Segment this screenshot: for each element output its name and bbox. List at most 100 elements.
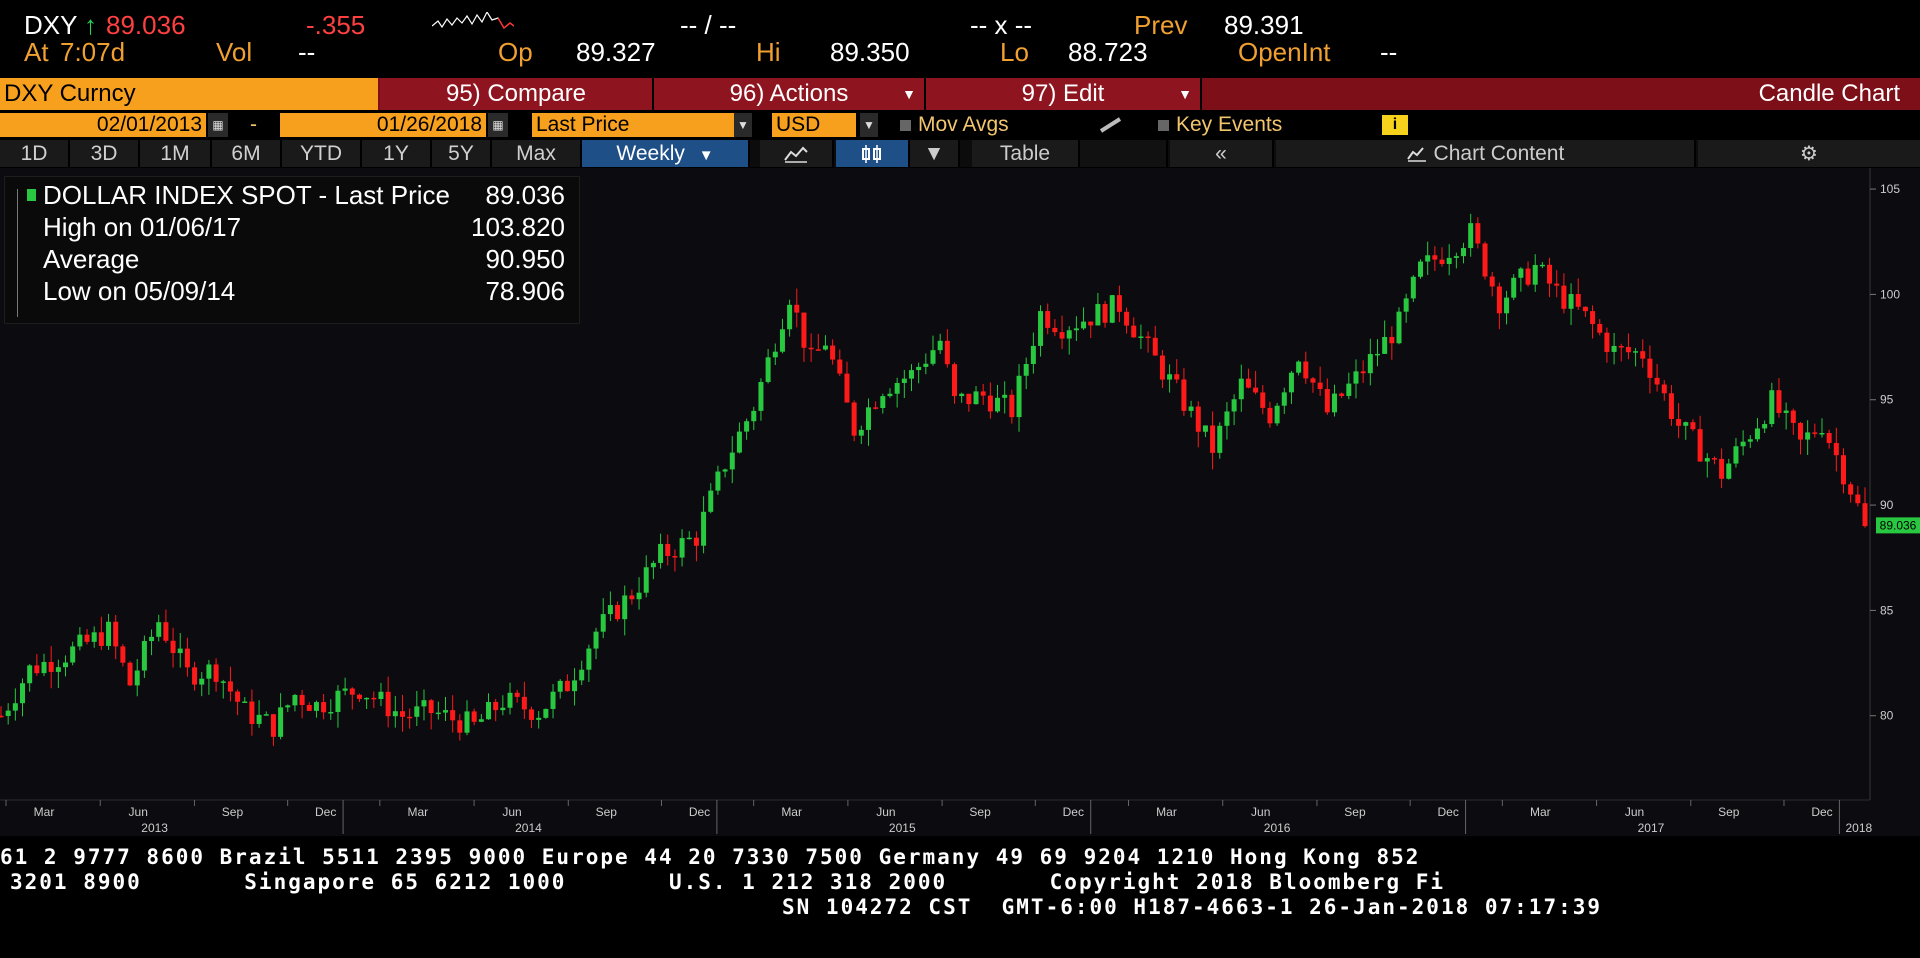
candle xyxy=(1754,418,1760,442)
mov-avgs-checkbox[interactable] xyxy=(900,119,911,131)
candle xyxy=(708,483,714,514)
candle xyxy=(235,689,241,716)
info-icon[interactable]: i xyxy=(1382,115,1408,135)
period-6m[interactable]: 6M xyxy=(212,140,282,167)
candle xyxy=(1202,425,1208,438)
period-3d[interactable]: 3D xyxy=(70,140,140,167)
end-date-input[interactable]: 01/26/2018 xyxy=(280,113,486,137)
settings-button[interactable]: ⚙ xyxy=(1698,140,1920,167)
chart-type-dropdown-icon[interactable]: ▼ xyxy=(910,140,960,167)
start-calendar-icon[interactable]: ▦ xyxy=(208,113,228,137)
candle xyxy=(299,689,305,719)
candle xyxy=(5,703,11,725)
candle xyxy=(27,664,33,692)
pencil-icon[interactable] xyxy=(1098,116,1124,134)
x-year-label: 2015 xyxy=(889,821,916,835)
candle xyxy=(1396,307,1402,345)
mov-avgs-toggle[interactable]: Mov Avgs xyxy=(900,112,1009,138)
last-price: 89.036 xyxy=(106,10,186,40)
candle xyxy=(242,697,248,704)
candle xyxy=(686,531,692,540)
footer-line-3: SN 104272 CST GMT-6:00 H187-4663-1 26-Ja… xyxy=(782,895,1603,919)
legend-high: High on 01/06/17 103.820 xyxy=(43,212,565,242)
edit-menu[interactable]: 97) Edit ▼ xyxy=(926,78,1202,110)
candle xyxy=(1045,303,1051,335)
candle xyxy=(1346,372,1352,400)
x-month-tick: Jun xyxy=(99,800,148,819)
period-ytd[interactable]: YTD xyxy=(282,140,362,167)
x-month-tick: Sep xyxy=(567,800,617,819)
candle xyxy=(91,626,97,648)
candle xyxy=(593,627,599,660)
candle xyxy=(514,689,520,703)
candle xyxy=(170,627,176,668)
candle xyxy=(1518,267,1524,292)
svg-text:85: 85 xyxy=(1880,603,1894,617)
candle xyxy=(0,706,4,718)
line-chart-icon xyxy=(784,146,808,164)
period-1y[interactable]: 1Y xyxy=(362,140,432,167)
candle xyxy=(156,614,162,642)
candle xyxy=(1174,359,1180,384)
candle xyxy=(1367,338,1373,386)
frequency-select[interactable]: Weekly ▼ xyxy=(582,140,750,167)
y-tick: 80 xyxy=(1870,709,1894,723)
chart-content-button[interactable]: Chart Content xyxy=(1276,140,1696,167)
key-events-toggle[interactable]: Key Events xyxy=(1158,112,1282,138)
candle xyxy=(1568,283,1574,326)
candle xyxy=(844,361,850,403)
collapse-icon[interactable]: « xyxy=(1170,140,1274,167)
candle xyxy=(1403,293,1409,323)
candle xyxy=(256,700,262,728)
candle xyxy=(371,691,377,709)
candle xyxy=(263,711,269,716)
candle xyxy=(120,644,126,667)
candle xyxy=(1690,419,1696,432)
candle xyxy=(1002,381,1008,414)
candle xyxy=(1088,321,1094,339)
x-month-tick: Jun xyxy=(1596,800,1644,819)
x-month-tick: Mar xyxy=(753,800,802,819)
end-calendar-icon[interactable]: ▦ xyxy=(488,113,508,137)
candle xyxy=(636,577,642,610)
security-field[interactable]: DXY Curncy xyxy=(0,78,378,110)
key-events-checkbox[interactable] xyxy=(1158,119,1169,131)
period-1d[interactable]: 1D xyxy=(0,140,70,167)
candle xyxy=(1181,368,1187,416)
period-1m[interactable]: 1M xyxy=(140,140,212,167)
candle xyxy=(1848,481,1854,503)
bid-ask: -- / -- xyxy=(680,10,737,40)
candle-chart-button[interactable] xyxy=(836,140,910,167)
candle xyxy=(270,713,276,746)
candle xyxy=(414,690,420,726)
legend-series: DOLLAR INDEX SPOT - Last Price 89.036 xyxy=(43,180,565,210)
x-axis: Mar Jun Sep Dec Mar Jun Sep Dec Mar Jun Sep Dec Mar J… xyxy=(5,800,1873,835)
price-field-select[interactable]: Last Price xyxy=(532,113,752,137)
candle xyxy=(41,653,47,677)
x-month-tick: Mar xyxy=(379,800,428,819)
period-max[interactable]: Max xyxy=(492,140,582,167)
low-label: Lo xyxy=(1000,37,1029,67)
candle xyxy=(865,398,871,446)
table-button[interactable]: Table xyxy=(972,140,1080,167)
period-5y[interactable]: 5Y xyxy=(432,140,492,167)
currency-select[interactable]: USD xyxy=(772,113,856,137)
candle xyxy=(478,713,484,723)
currency-dropdown-icon[interactable]: ▼ xyxy=(860,113,878,137)
chart-area[interactable]: 80 85 90 95 100 105 Mar Jun Sep Dec Mar Jun Sep Dec M… xyxy=(0,168,1920,836)
candle xyxy=(127,661,133,687)
candle xyxy=(973,386,979,405)
svg-text:Sep: Sep xyxy=(222,805,244,819)
x-month-tick: Sep xyxy=(1316,800,1366,819)
start-date-input[interactable]: 02/01/2013 xyxy=(0,113,206,137)
compare-button[interactable]: 95) Compare xyxy=(380,78,654,110)
line-chart-button[interactable] xyxy=(760,140,834,167)
candle xyxy=(1432,246,1438,272)
candle xyxy=(1597,319,1603,336)
sparkline-icon xyxy=(432,12,514,30)
price-field-dropdown-icon[interactable]: ▼ xyxy=(734,113,752,137)
candle xyxy=(794,288,800,328)
actions-menu[interactable]: 96) Actions ▼ xyxy=(654,78,926,110)
candle xyxy=(335,685,341,728)
